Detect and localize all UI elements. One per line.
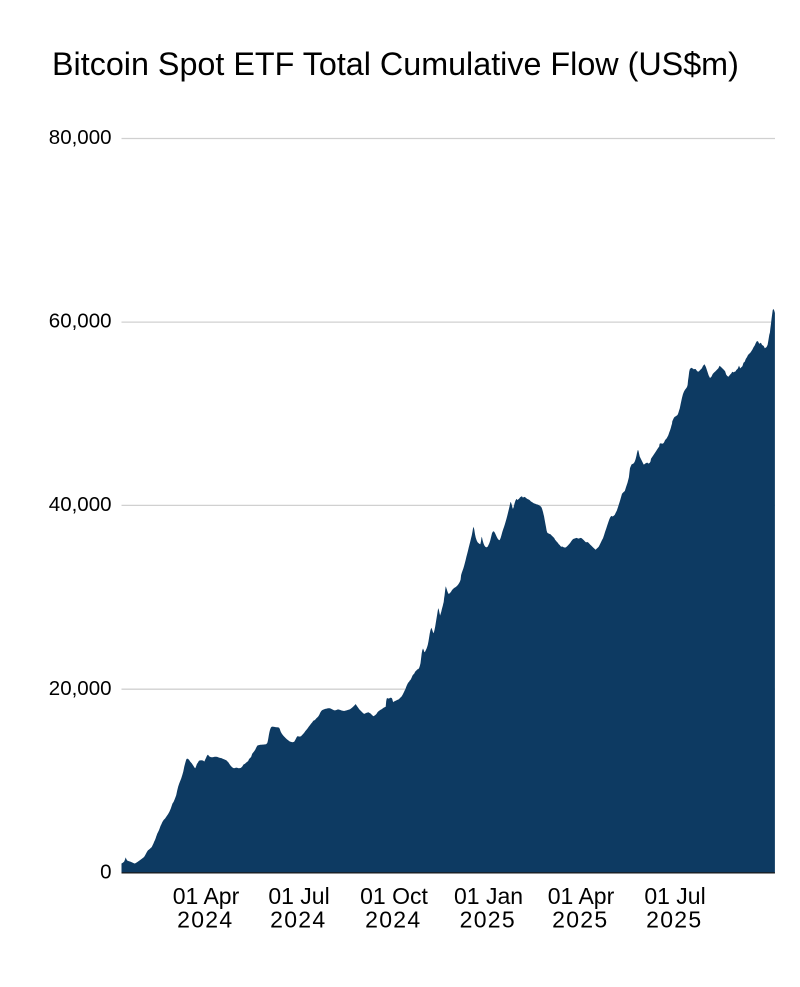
svg-text:01 Jan: 01 Jan — [454, 883, 523, 909]
svg-text:2024: 2024 — [177, 907, 233, 933]
svg-text:01 Oct: 01 Oct — [360, 883, 428, 909]
svg-text:01 Jul: 01 Jul — [644, 883, 705, 909]
svg-text:2025: 2025 — [552, 907, 608, 933]
svg-text:20,000: 20,000 — [49, 677, 112, 700]
svg-text:40,000: 40,000 — [49, 493, 112, 516]
svg-text:2024: 2024 — [365, 907, 421, 933]
svg-text:60,000: 60,000 — [49, 310, 112, 333]
svg-text:01 Apr: 01 Apr — [173, 883, 240, 909]
svg-text:2024: 2024 — [270, 907, 326, 933]
svg-text:80,000: 80,000 — [49, 126, 112, 149]
svg-text:01 Jul: 01 Jul — [268, 883, 329, 909]
svg-text:0: 0 — [100, 861, 111, 884]
svg-text:01 Apr: 01 Apr — [548, 883, 615, 909]
svg-text:2025: 2025 — [646, 907, 702, 933]
svg-text:2025: 2025 — [460, 907, 516, 933]
svg-text:Bitcoin Spot ETF Total Cumulat: Bitcoin Spot ETF Total Cumulative Flow (… — [52, 46, 739, 82]
